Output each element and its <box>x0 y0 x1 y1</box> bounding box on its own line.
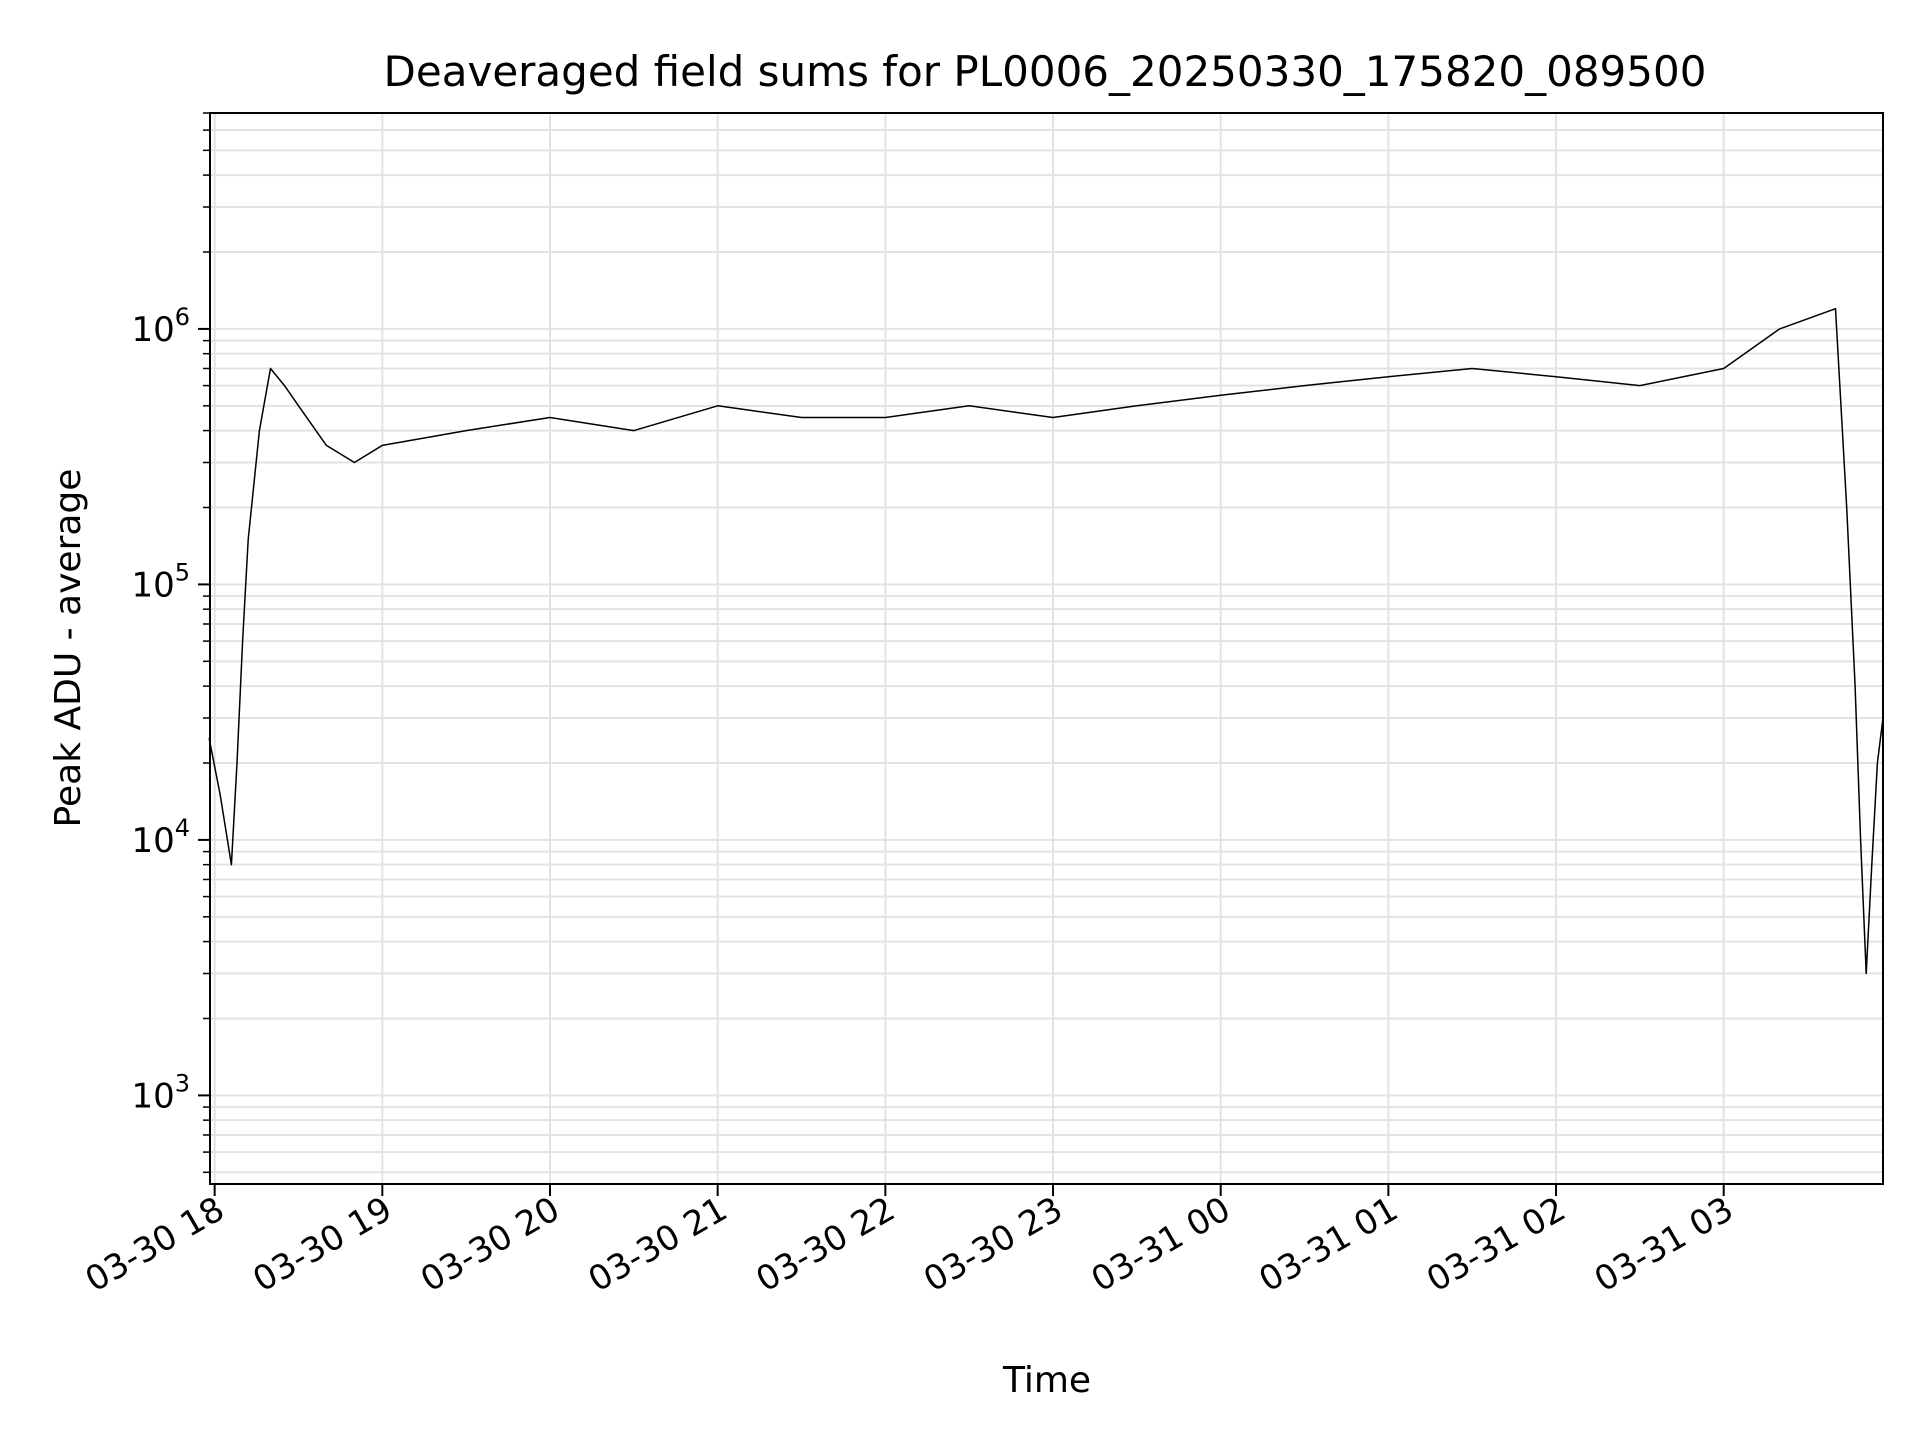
x-axis: 03-30 18 03-30 19 03-30 20 03-30 21 03-30 22… <box>79 1184 1740 1300</box>
grid <box>210 112 1883 1184</box>
y-tick-label: 103 <box>131 1069 190 1116</box>
x-tick-label: 03-30 20 <box>414 1189 566 1300</box>
y-tick-label: 105 <box>131 558 190 605</box>
x-tick-label: 03-30 21 <box>582 1189 734 1300</box>
x-axis-label: Time <box>1002 1360 1091 1401</box>
x-tick-label: 03-30 18 <box>79 1189 231 1300</box>
x-tick-label: 03-30 23 <box>917 1189 1069 1300</box>
y-axis-label: Peak ADU - average <box>48 469 89 828</box>
x-tick-label: 03-31 01 <box>1252 1189 1404 1300</box>
x-tick-label: 03-30 22 <box>749 1189 901 1300</box>
x-tick-label: 03-30 19 <box>246 1189 398 1300</box>
plot-area <box>208 307 1884 975</box>
x-tick-label: 03-31 03 <box>1588 1189 1740 1300</box>
y-tick-label: 104 <box>131 814 190 861</box>
y-axis: 103 104 105 106 <box>131 112 210 1174</box>
series-line <box>208 307 1884 975</box>
chart-title: Deaveraged field sums for PL0006_2025033… <box>384 47 1707 96</box>
x-tick-label: 03-31 02 <box>1420 1189 1572 1300</box>
y-tick-label: 106 <box>131 303 190 350</box>
x-tick-label: 03-31 00 <box>1085 1189 1237 1300</box>
plot-frame <box>209 112 1884 1185</box>
